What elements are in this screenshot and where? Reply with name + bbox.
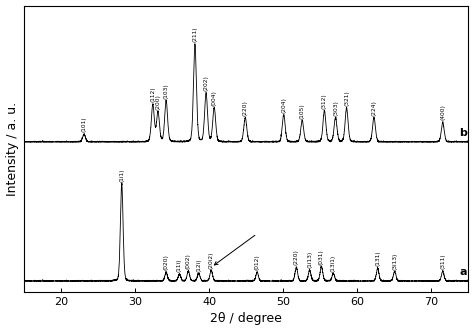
Text: (311): (311) xyxy=(440,254,445,269)
Text: (211): (211) xyxy=(192,27,198,42)
Text: (012): (012) xyxy=(255,255,260,270)
X-axis label: 2θ / degree: 2θ / degree xyxy=(210,312,282,325)
Text: (020): (020) xyxy=(164,255,169,270)
Text: (031): (031) xyxy=(319,249,324,265)
Text: (002): (002) xyxy=(186,254,191,269)
Text: (13ĭ1): (13ĭ1) xyxy=(331,254,336,271)
Text: (224): (224) xyxy=(372,100,376,116)
Text: (11ĭ): (11ĭ) xyxy=(177,259,182,272)
Text: (3ĭ13): (3ĭ13) xyxy=(392,252,397,270)
Text: (202): (202) xyxy=(203,75,209,91)
Text: (131): (131) xyxy=(375,250,380,266)
Text: (101): (101) xyxy=(82,117,87,132)
Text: (12ĭ): (12ĭ) xyxy=(196,258,201,272)
Y-axis label: Intensity / a. u.: Intensity / a. u. xyxy=(6,102,18,196)
Text: (004): (004) xyxy=(212,90,217,106)
Text: (220): (220) xyxy=(243,100,248,116)
Text: (204): (204) xyxy=(281,97,286,113)
Text: (400): (400) xyxy=(440,104,445,120)
Text: (112): (112) xyxy=(150,87,155,103)
Text: (200): (200) xyxy=(155,94,161,110)
Text: (303): (303) xyxy=(333,100,338,116)
Text: (1ĭ13): (1ĭ13) xyxy=(307,251,312,268)
Text: (312): (312) xyxy=(322,93,327,109)
Text: (105): (105) xyxy=(300,103,305,118)
Text: (321): (321) xyxy=(344,90,349,106)
Text: (1ĭ1): (1ĭ1) xyxy=(119,168,124,181)
Text: (220): (220) xyxy=(294,250,299,265)
Text: (20ĭ2): (20ĭ2) xyxy=(209,251,214,268)
Text: a: a xyxy=(459,267,466,277)
Text: (103): (103) xyxy=(164,83,169,99)
Text: b: b xyxy=(459,128,467,138)
